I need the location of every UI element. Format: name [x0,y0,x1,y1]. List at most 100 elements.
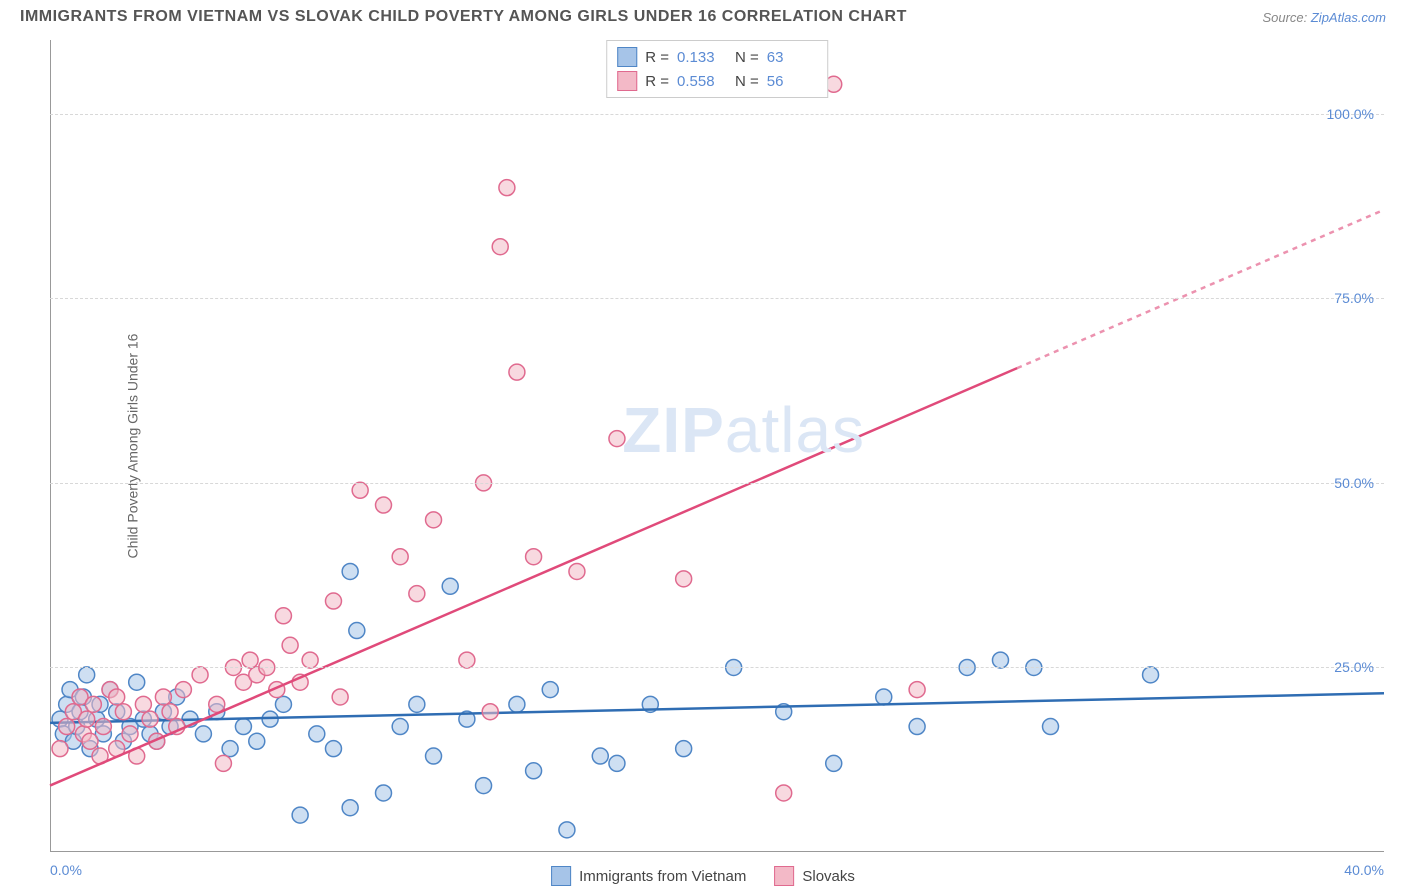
scatter-point [442,578,458,594]
scatter-point [569,563,585,579]
scatter-point [222,741,238,757]
scatter-point [282,637,298,653]
trend-line [50,693,1384,723]
scatter-point [109,689,125,705]
scatter-point [409,696,425,712]
scatter-point [85,696,101,712]
scatter-point [592,748,608,764]
legend-label: Slovaks [802,868,855,885]
scatter-point [349,623,365,639]
legend-n-label: N = [735,73,759,90]
scatter-point [676,741,692,757]
scatter-point [59,719,75,735]
y-tick-label: 25.0% [1334,659,1374,675]
chart-area: Child Poverty Among Girls Under 16 ZIPat… [50,40,1384,852]
legend-bottom: Immigrants from Vietnam Slovaks [551,866,855,886]
legend-correlation: R =0.133N =63R =0.558N =56 [606,40,828,98]
gridline [50,667,1384,668]
scatter-point [509,696,525,712]
legend-swatch [617,47,637,67]
chart-title: IMMIGRANTS FROM VIETNAM VS SLOVAK CHILD … [20,8,907,26]
legend-label: Immigrants from Vietnam [579,868,746,885]
legend-swatch [774,866,794,886]
scatter-point [175,682,191,698]
scatter-point [192,667,208,683]
legend-correlation-row: R =0.133N =63 [617,45,817,69]
source-link[interactable]: ZipAtlas.com [1311,10,1386,25]
scatter-point [559,822,575,838]
scatter-point [826,76,842,92]
scatter-point [342,563,358,579]
legend-item: Slovaks [774,866,855,886]
scatter-point [52,741,68,757]
scatter-point [275,696,291,712]
scatter-point [826,755,842,771]
scatter-point [352,482,368,498]
scatter-point [876,689,892,705]
legend-swatch [551,866,571,886]
legend-r-label: R = [645,49,669,66]
scatter-point [392,719,408,735]
gridline [50,483,1384,484]
source-attribution: Source: ZipAtlas.com [1262,10,1386,25]
legend-r-value: 0.133 [677,49,727,66]
scatter-point [909,719,925,735]
scatter-point [332,689,348,705]
scatter-point [215,755,231,771]
y-tick-label: 50.0% [1334,475,1374,491]
scatter-point [609,431,625,447]
gridline [50,114,1384,115]
source-prefix: Source: [1262,10,1310,25]
scatter-point [409,586,425,602]
plot-svg [50,40,1384,852]
scatter-point [992,652,1008,668]
scatter-point [79,711,95,727]
y-tick-label: 75.0% [1334,290,1374,306]
gridline [50,298,1384,299]
legend-n-label: N = [735,49,759,66]
scatter-point [115,704,131,720]
scatter-point [542,682,558,698]
scatter-point [142,711,158,727]
scatter-point [195,726,211,742]
trend-line [50,368,1017,785]
scatter-point [162,704,178,720]
scatter-point [1043,719,1059,735]
trend-line-extrapolated [1017,210,1384,368]
scatter-point [325,593,341,609]
scatter-point [776,785,792,801]
scatter-point [325,741,341,757]
scatter-point [676,571,692,587]
scatter-point [376,785,392,801]
legend-r-label: R = [645,73,669,90]
scatter-point [155,689,171,705]
y-tick-label: 100.0% [1327,106,1374,122]
scatter-point [79,667,95,683]
scatter-point [426,512,442,528]
scatter-point [309,726,325,742]
scatter-point [275,608,291,624]
scatter-point [129,674,145,690]
scatter-point [476,778,492,794]
scatter-point [242,652,258,668]
legend-item: Immigrants from Vietnam [551,866,746,886]
x-tick-label: 40.0% [1344,862,1384,878]
legend-n-value: 56 [767,73,817,90]
scatter-point [95,719,111,735]
scatter-point [392,549,408,565]
scatter-point [526,763,542,779]
scatter-point [342,800,358,816]
scatter-point [302,652,318,668]
scatter-point [609,755,625,771]
scatter-point [492,239,508,255]
scatter-point [1143,667,1159,683]
header: IMMIGRANTS FROM VIETNAM VS SLOVAK CHILD … [0,0,1406,30]
scatter-point [82,733,98,749]
scatter-point [482,704,498,720]
legend-correlation-row: R =0.558N =56 [617,69,817,93]
scatter-point [509,364,525,380]
scatter-point [249,733,265,749]
scatter-point [459,652,475,668]
scatter-point [122,726,138,742]
scatter-point [909,682,925,698]
